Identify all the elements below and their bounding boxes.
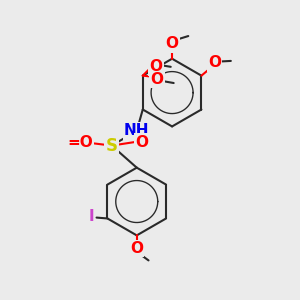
Text: O: O xyxy=(136,134,148,149)
Text: O: O xyxy=(208,56,221,70)
Text: O: O xyxy=(149,59,163,74)
Text: O: O xyxy=(150,72,164,87)
Text: O: O xyxy=(166,37,178,52)
Text: S: S xyxy=(106,136,118,154)
Text: =O: =O xyxy=(67,135,93,150)
Text: O: O xyxy=(130,241,143,256)
Text: NH: NH xyxy=(124,123,149,138)
Text: I: I xyxy=(88,209,94,224)
